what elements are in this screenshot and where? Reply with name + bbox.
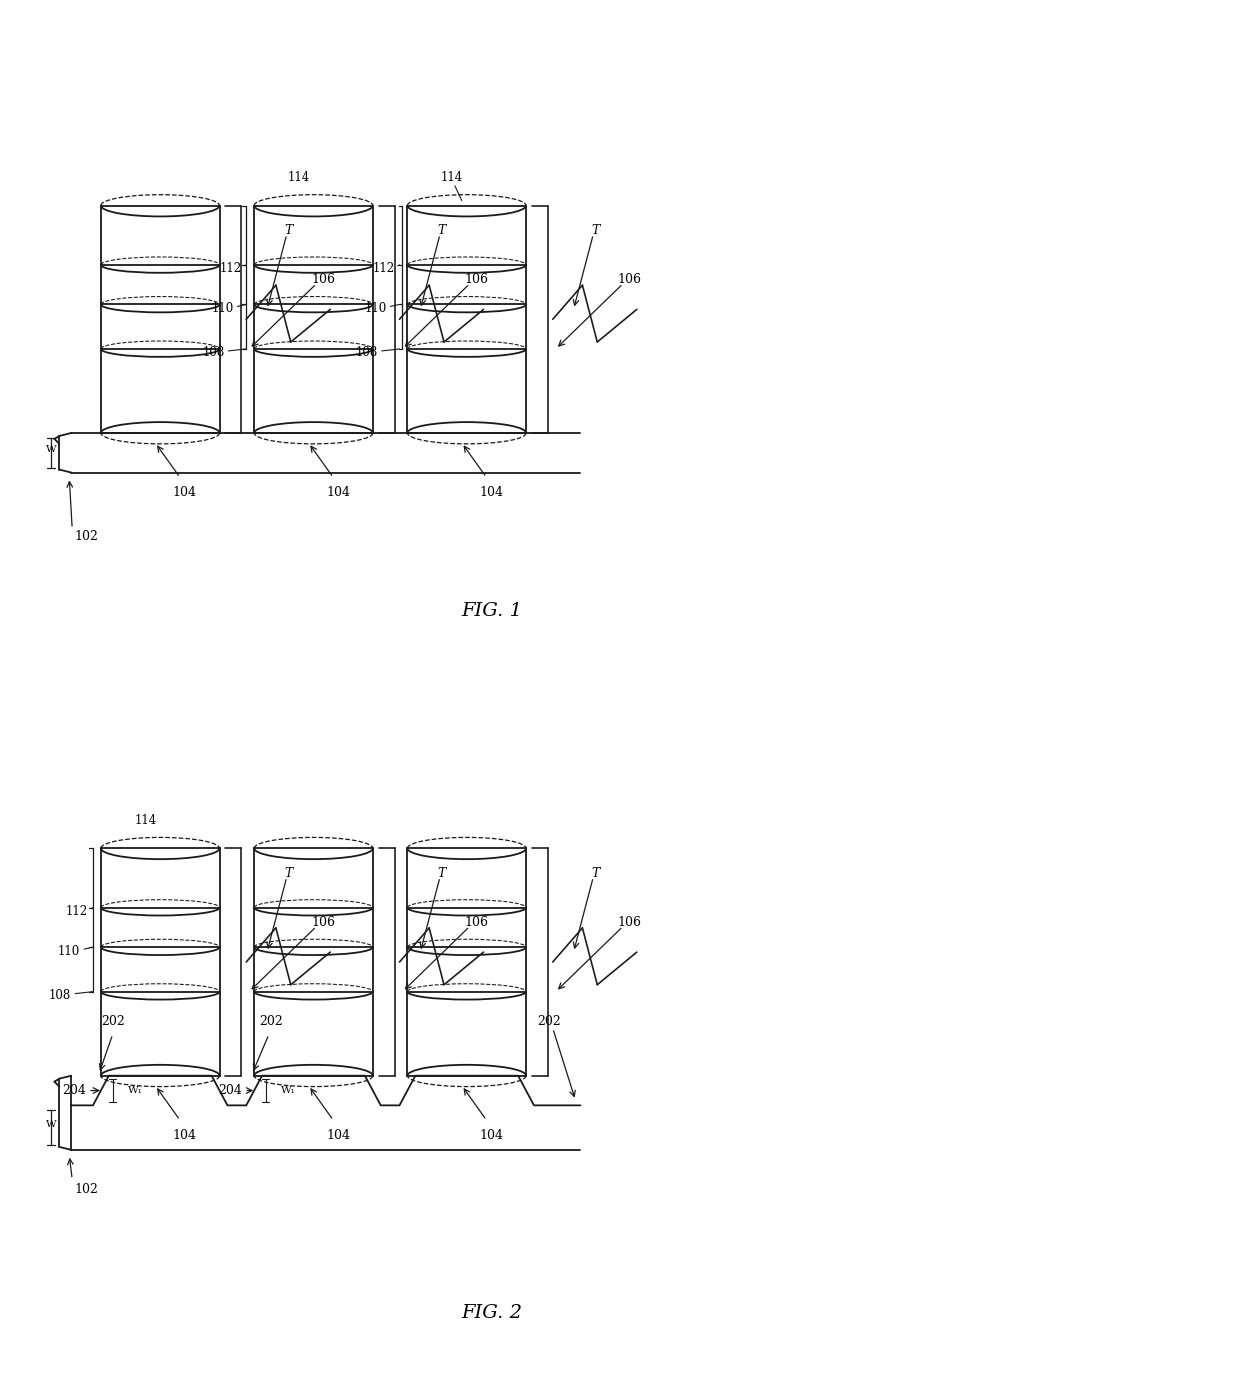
Text: 104: 104	[326, 486, 350, 499]
Text: 108: 108	[48, 989, 71, 1002]
Text: 110: 110	[58, 944, 81, 957]
Text: 110: 110	[365, 302, 387, 315]
Text: T: T	[438, 866, 446, 879]
Text: FIG. 2: FIG. 2	[461, 1304, 523, 1322]
Text: T: T	[438, 224, 446, 237]
Text: 102: 102	[74, 531, 98, 543]
Text: T: T	[284, 866, 293, 879]
Text: 202: 202	[100, 1015, 125, 1028]
Text: 110: 110	[211, 302, 233, 315]
Text: T: T	[284, 224, 293, 237]
Text: 204: 204	[218, 1084, 242, 1098]
Text: FIG. 1: FIG. 1	[461, 602, 523, 620]
Text: 108: 108	[202, 347, 224, 359]
Text: 104: 104	[480, 486, 503, 499]
Text: W: W	[46, 446, 57, 454]
Text: 114: 114	[288, 171, 310, 184]
Text: 112: 112	[219, 262, 242, 276]
Text: 106: 106	[311, 273, 335, 286]
Text: 106: 106	[465, 917, 489, 929]
Text: 202: 202	[259, 1015, 283, 1028]
Text: 104: 104	[172, 1128, 197, 1141]
Text: T: T	[591, 224, 599, 237]
Text: 106: 106	[618, 273, 642, 286]
Text: W₁: W₁	[280, 1087, 295, 1095]
Text: W₁: W₁	[128, 1087, 143, 1095]
Text: W: W	[46, 1120, 57, 1130]
Text: T: T	[591, 866, 599, 879]
Text: 106: 106	[465, 273, 489, 286]
Text: 106: 106	[311, 917, 335, 929]
Text: 102: 102	[74, 1183, 98, 1197]
Text: 104: 104	[480, 1128, 503, 1141]
Text: 112: 112	[66, 905, 88, 918]
Text: 204: 204	[62, 1084, 86, 1098]
Text: 112: 112	[372, 262, 394, 276]
Text: 202: 202	[537, 1015, 560, 1028]
Text: 114: 114	[440, 171, 463, 184]
Text: 104: 104	[172, 486, 197, 499]
Text: 106: 106	[618, 917, 642, 929]
Text: 104: 104	[326, 1128, 350, 1141]
Text: 114: 114	[134, 814, 156, 827]
Text: 108: 108	[356, 347, 378, 359]
